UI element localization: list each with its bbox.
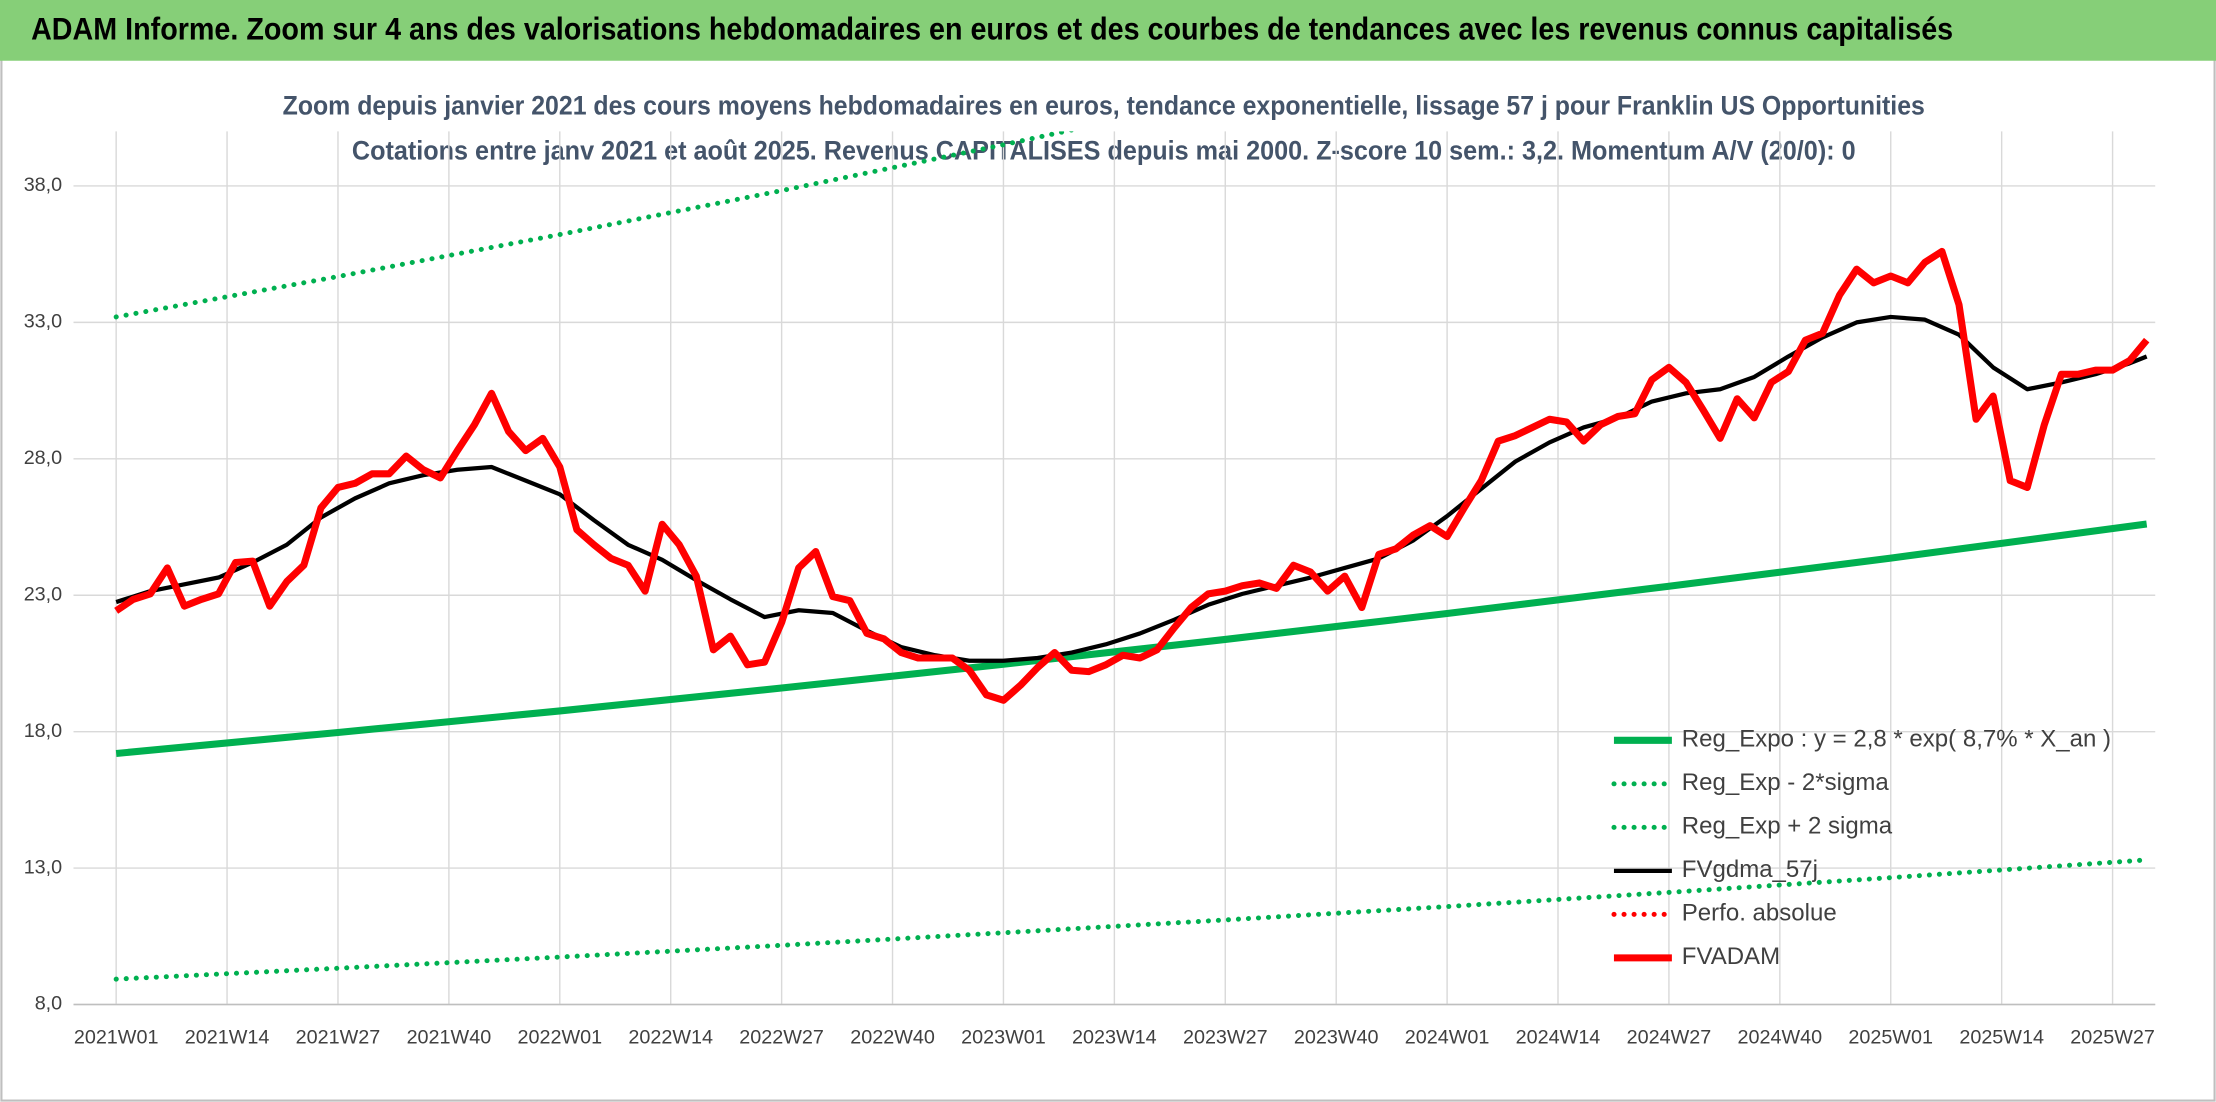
series-line <box>113 857 2150 982</box>
series-line <box>114 247 2150 704</box>
legend-label: FVADAM <box>1682 943 1780 970</box>
header-bar <box>0 0 2216 61</box>
x-tick-label: 2023W01 <box>961 1027 1046 1049</box>
y-tick-label: 18,0 <box>24 720 62 742</box>
legend-label: Reg_Exp + 2 sigma <box>1682 813 1893 840</box>
series-line <box>115 314 2148 663</box>
y-tick-label: 28,0 <box>24 447 62 469</box>
x-tick-label: 2021W01 <box>74 1027 159 1049</box>
legend-label: Reg_Exp - 2*sigma <box>1682 769 1890 796</box>
x-tick-label: 2024W01 <box>1405 1027 1490 1049</box>
x-tick-label: 2024W40 <box>1738 1027 1823 1049</box>
legend-label: FVgdma_57j <box>1682 856 1818 883</box>
x-tick-label: 2024W27 <box>1627 1027 1712 1049</box>
x-tick-label: 2022W01 <box>517 1027 602 1049</box>
y-tick-label: 38,0 <box>24 174 62 196</box>
chart-title: Zoom depuis janvier 2021 des cours moyen… <box>283 90 1925 120</box>
x-tick-label: 2023W14 <box>1072 1027 1157 1049</box>
x-tick-label: 2021W27 <box>296 1027 381 1049</box>
y-tick-label: 33,0 <box>24 311 62 333</box>
legend: Reg_Expo : y = 2,8 * exp( 8,7% * X_an ) R… <box>1611 726 2111 970</box>
legend-label: Reg_Expo : y = 2,8 * exp( 8,7% * X_an ) <box>1682 726 2111 753</box>
x-tick-label: 2023W40 <box>1294 1027 1379 1049</box>
x-tick-label: 2022W40 <box>850 1027 935 1049</box>
y-tick-label: 13,0 <box>24 856 62 878</box>
header: ADAM Informe. Zoom sur 4 ans des valoris… <box>31 11 1953 46</box>
x-tick-label: 2023W27 <box>1183 1027 1268 1049</box>
x-tick-label: 2021W40 <box>407 1027 492 1049</box>
x-tick-label: 2024W14 <box>1516 1027 1601 1049</box>
y-tick-label: 23,0 <box>24 583 62 605</box>
chart-subtitle: Cotations entre janv 2021 et août 2025. … <box>352 136 1856 166</box>
legend-label: Perfo. absolue <box>1682 900 1837 927</box>
x-tick-label: 2025W27 <box>2070 1027 2155 1049</box>
y-tick-label: 8,0 <box>35 993 62 1015</box>
plot-lines <box>113 131 2150 982</box>
grid: 8,0 13,0 18,0 23,0 28,0 33,0 38,0 2021W01 2021W1… <box>24 131 2156 1049</box>
x-tick-label: 2021W14 <box>185 1027 270 1049</box>
x-tick-label: 2025W01 <box>1848 1027 1933 1049</box>
x-tick-label: 2022W14 <box>628 1027 713 1049</box>
x-tick-label: 2022W27 <box>739 1027 824 1049</box>
x-tick-label: 2025W14 <box>1959 1027 2044 1049</box>
series-line <box>115 520 2148 758</box>
